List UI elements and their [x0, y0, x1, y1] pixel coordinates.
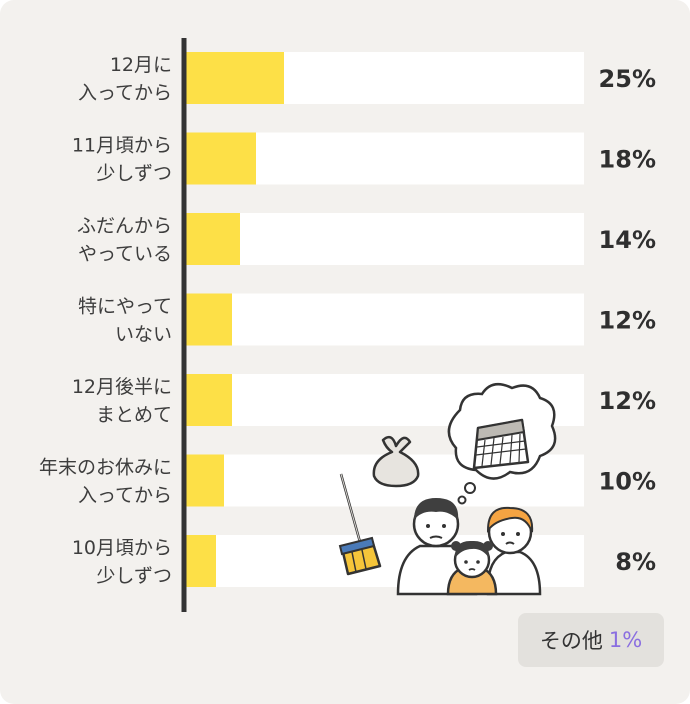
value-label: 10% [599, 468, 656, 496]
bar-track [184, 454, 584, 507]
category-label: まとめて [96, 404, 172, 426]
bar-track [184, 213, 584, 265]
other-value: 1% [608, 628, 643, 652]
other-badge: その他 1% [518, 613, 664, 667]
value-label: 8% [615, 548, 656, 576]
bar [184, 454, 224, 507]
value-label: 12% [599, 307, 656, 335]
category-label: 年末のお休みに [39, 457, 172, 479]
category-label: いない [115, 324, 172, 346]
category-label: 少しずつ [96, 565, 172, 587]
category-label: 特にやって [78, 296, 172, 318]
value-label: 25% [599, 65, 656, 93]
value-label: 18% [599, 146, 656, 174]
other-label: その他 [539, 629, 603, 653]
value-label: 14% [599, 226, 656, 254]
category-label: ふだんから [77, 215, 172, 237]
category-label: 11月頃から [72, 135, 172, 157]
bar [184, 213, 240, 265]
category-label: 10月頃から [72, 537, 172, 559]
bar-track [184, 374, 584, 426]
category-label: 12月に [110, 54, 172, 76]
bar-track [184, 293, 584, 346]
category-label: 12月後半に [72, 376, 172, 398]
category-label: 少しずつ [96, 163, 172, 185]
bar [184, 52, 284, 104]
bar [184, 132, 256, 185]
bar [184, 293, 232, 346]
category-label: 入ってから [78, 82, 172, 104]
category-label: 入ってから [78, 485, 172, 507]
category-label: やっている [78, 243, 172, 265]
bar [184, 374, 232, 426]
bar [184, 535, 216, 587]
value-label: 12% [599, 387, 656, 415]
bar-track [184, 535, 584, 587]
